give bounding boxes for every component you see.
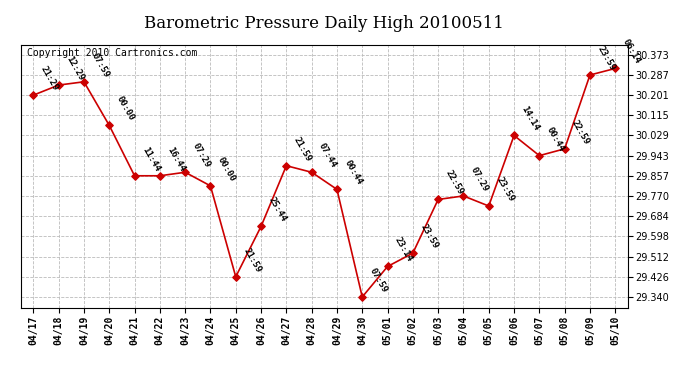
Point (559, 146, 570, 152)
Point (179, 169, 190, 175)
Text: 00:44: 00:44 (545, 125, 566, 153)
Text: 16:44: 16:44 (166, 145, 186, 173)
Text: 23:14: 23:14 (393, 236, 414, 264)
Text: 12:29: 12:29 (64, 54, 86, 82)
Point (382, 264, 393, 270)
Point (483, 203, 494, 209)
Text: 22:59: 22:59 (444, 169, 465, 196)
Text: 07:59: 07:59 (368, 266, 389, 294)
Text: 21:59: 21:59 (292, 135, 313, 163)
Point (155, 173, 166, 179)
Point (255, 224, 266, 230)
Point (205, 183, 216, 189)
Point (28, 92, 39, 98)
Point (407, 250, 418, 256)
Text: 21:29: 21:29 (39, 64, 60, 92)
Text: 14:14: 14:14 (520, 105, 541, 133)
Point (104, 122, 115, 128)
Point (433, 196, 444, 202)
Point (458, 193, 469, 199)
Text: 00:00: 00:00 (216, 155, 237, 183)
Text: 21:59: 21:59 (241, 246, 262, 274)
Text: 00:00: 00:00 (115, 95, 136, 123)
Text: 07:29: 07:29 (469, 165, 490, 193)
Text: 23:59: 23:59 (494, 176, 515, 203)
Text: 23:59: 23:59 (418, 223, 440, 251)
Point (357, 294, 368, 300)
Text: 07:44: 07:44 (317, 142, 338, 170)
Point (129, 173, 140, 179)
Text: 07:29: 07:29 (190, 142, 212, 170)
Text: Copyright 2010 Cartronics.com: Copyright 2010 Cartronics.com (27, 48, 197, 58)
Point (610, 65, 621, 71)
Text: 00:44: 00:44 (342, 159, 364, 187)
Point (230, 274, 241, 280)
Text: 23:59: 23:59 (595, 45, 617, 72)
Point (53, 82, 64, 88)
Point (79, 79, 90, 85)
Point (584, 72, 595, 78)
Text: 06:14: 06:14 (621, 38, 642, 66)
Point (306, 169, 317, 175)
Point (509, 132, 520, 138)
Point (281, 163, 292, 169)
Text: 25:44: 25:44 (266, 196, 288, 223)
Point (534, 153, 545, 159)
Text: 22:59: 22:59 (570, 118, 591, 146)
Text: 11:44: 11:44 (140, 145, 161, 173)
Point (331, 186, 342, 192)
Text: 07:59: 07:59 (90, 51, 110, 79)
Text: Barometric Pressure Daily High 20100511: Barometric Pressure Daily High 20100511 (144, 15, 504, 32)
